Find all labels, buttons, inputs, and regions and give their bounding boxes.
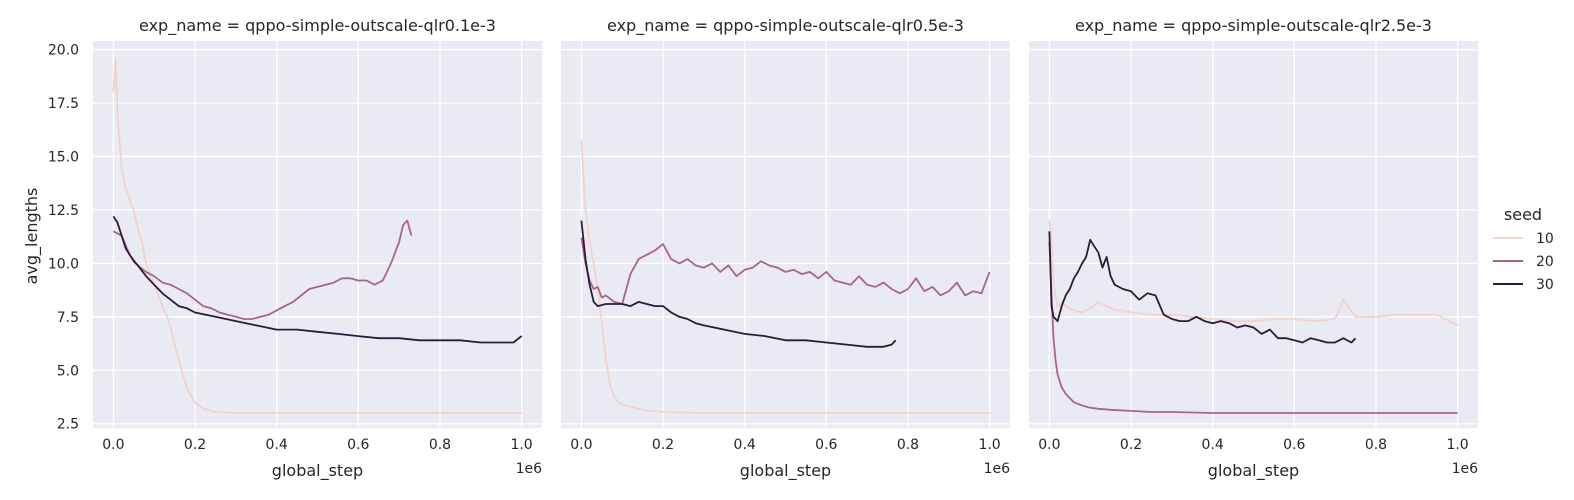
x-tick-label: 0.0 <box>102 437 124 453</box>
x-tick-label: 1.0 <box>978 437 1000 453</box>
x-tick-label: 0.0 <box>1038 437 1060 453</box>
plot-background <box>1029 41 1478 428</box>
panel-title: exp_name = qppo-simple-outscale-qlr0.1e-… <box>139 16 496 36</box>
y-tick-label: 2.5 <box>57 417 79 433</box>
legend: seed 10 20 30 <box>1493 205 1554 293</box>
y-tick-label: 20.0 <box>48 43 79 59</box>
y-axis-label: avg_lengths <box>22 188 42 285</box>
panel-3: exp_name = qppo-simple-outscale-qlr2.5e-… <box>1029 16 1478 481</box>
x-tick-label: 0.6 <box>347 437 369 453</box>
series-line-seed-30 <box>112 215 523 344</box>
x-tick-label: 1.0 <box>510 437 532 453</box>
series-line-seed-20 <box>1048 241 1458 414</box>
plot-background <box>561 41 1010 428</box>
y-tick-label: 7.5 <box>57 310 79 326</box>
chart-panels: exp_name = qppo-simple-outscale-qlr0.1e-… <box>48 16 1478 481</box>
x-axis-label: global_step <box>1208 461 1299 481</box>
panel-2: exp_name = qppo-simple-outscale-qlr0.5e-… <box>561 16 1010 481</box>
x-axis-label: global_step <box>272 461 363 481</box>
x-tick-label: 0.8 <box>1365 437 1387 453</box>
panel-title: exp_name = qppo-simple-outscale-qlr0.5e-… <box>607 16 964 36</box>
x-tick-label: 0.4 <box>1202 437 1224 453</box>
x-tick-label: 0.8 <box>429 437 451 453</box>
series-line-seed-30 <box>1048 231 1357 344</box>
x-tick-label: 0.6 <box>815 437 837 453</box>
x-offset-label: 1e6 <box>1452 461 1479 477</box>
y-tick-label: 17.5 <box>48 96 79 112</box>
panel-1: exp_name = qppo-simple-outscale-qlr0.1e-… <box>48 16 542 481</box>
y-tick-label: 5.0 <box>57 363 79 379</box>
series-line-seed-20 <box>112 219 413 320</box>
x-tick-label: 0.8 <box>897 437 919 453</box>
legend-title: seed <box>1504 205 1542 224</box>
series-line-seed-30 <box>580 220 897 348</box>
legend-label-seed-20: 20 <box>1536 254 1554 270</box>
plot-background <box>93 41 542 428</box>
x-tick-label: 0.2 <box>184 437 206 453</box>
x-axis-label: global_step <box>740 461 831 481</box>
x-tick-label: 0.4 <box>734 437 756 453</box>
panel-title: exp_name = qppo-simple-outscale-qlr2.5e-… <box>1075 16 1432 36</box>
legend-entries: 10 20 30 <box>1493 231 1554 293</box>
x-tick-label: 0.4 <box>266 437 288 453</box>
legend-label-seed-10: 10 <box>1536 231 1554 247</box>
series-line-seed-10 <box>580 139 990 414</box>
x-tick-label: 0.0 <box>570 437 592 453</box>
legend-label-seed-30: 30 <box>1536 277 1554 293</box>
y-tick-label: 12.5 <box>48 203 79 219</box>
series-line-seed-10 <box>1048 220 1459 327</box>
x-tick-label: 0.2 <box>652 437 674 453</box>
x-tick-label: 1.0 <box>1446 437 1468 453</box>
series-line-seed-10 <box>112 57 522 414</box>
y-tick-label: 15.0 <box>48 149 79 165</box>
x-offset-label: 1e6 <box>984 461 1011 477</box>
y-tick-label: 10.0 <box>48 256 79 272</box>
x-offset-label: 1e6 <box>516 461 543 477</box>
x-tick-label: 0.2 <box>1120 437 1142 453</box>
x-tick-label: 0.6 <box>1283 437 1305 453</box>
series-line-seed-20 <box>580 237 991 305</box>
